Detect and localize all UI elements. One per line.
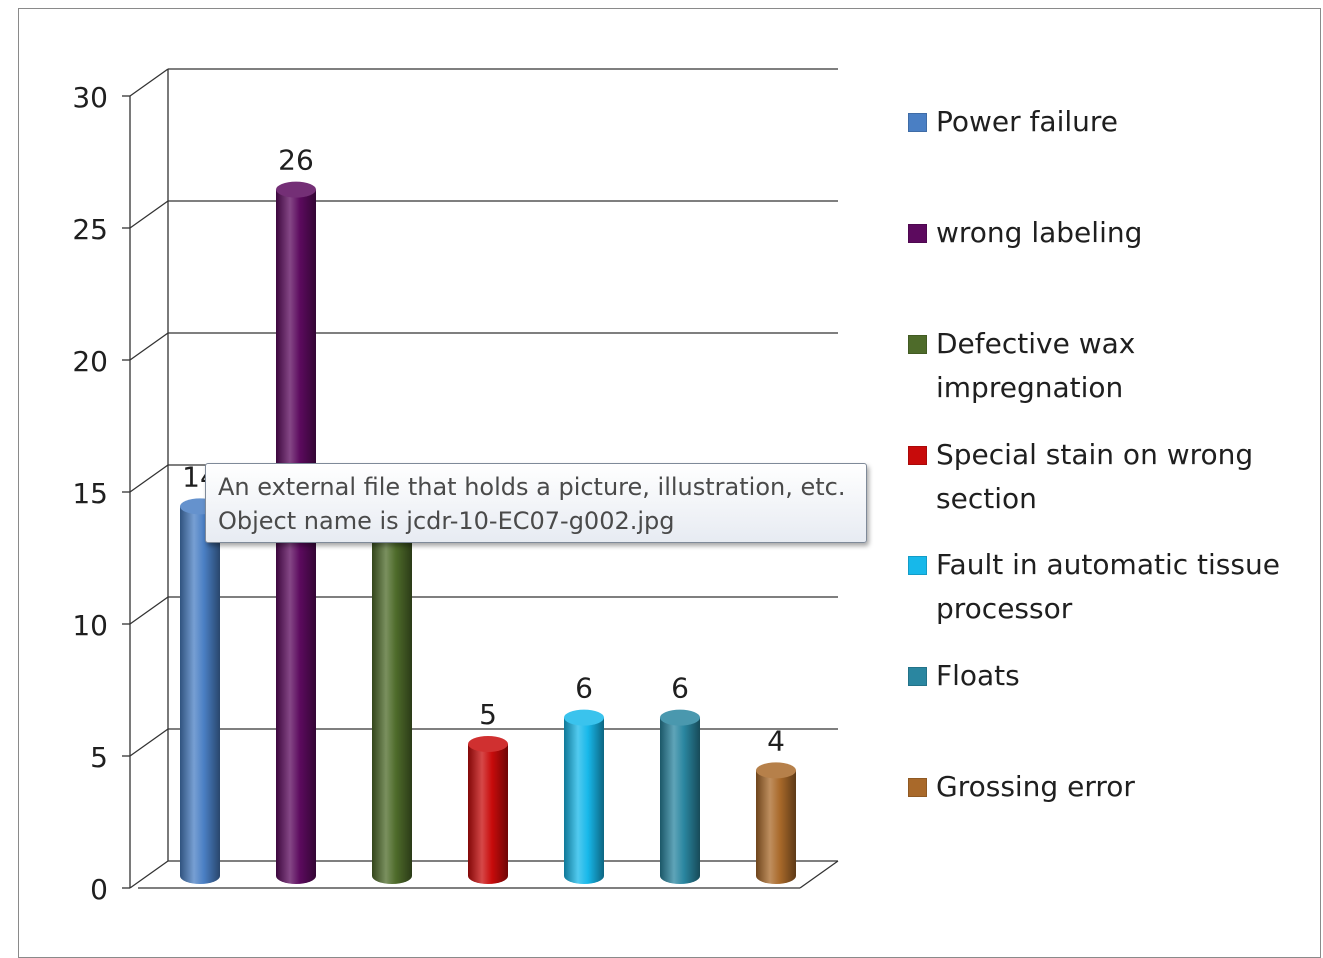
y-tick-label: 15	[72, 477, 108, 510]
legend-item-defective-wax-impregnation: Defective wax impregnation	[908, 322, 1166, 410]
legend-swatch	[908, 224, 927, 243]
grid-diagonal	[129, 596, 169, 625]
legend-swatch	[908, 113, 927, 132]
legend-label: wrong labeling	[936, 216, 1143, 249]
y-tick-label: 5	[90, 741, 108, 774]
legend-item-fault-in-processor: Fault in automatic tissue processor	[908, 543, 1311, 631]
bar-top-3	[468, 736, 508, 752]
legend-item-floats: Floats	[908, 654, 1306, 698]
bar-top-4	[564, 709, 604, 726]
bar-4	[564, 717, 604, 884]
floor-right-edge	[799, 860, 839, 889]
legend-item-wrong-labeling: wrong labeling	[908, 211, 1306, 255]
legend-label: Grossing error	[936, 770, 1135, 803]
bar-0	[180, 506, 220, 884]
bar-top-1	[276, 181, 316, 198]
legend-swatch	[908, 778, 927, 797]
legend-label: Fault in automatic tissue processor	[936, 548, 1280, 625]
legend-swatch	[908, 335, 927, 354]
data-label-5: 6	[671, 672, 689, 705]
grid-diagonal	[129, 728, 169, 757]
legend-item-power-failure: Power failure	[908, 100, 1306, 144]
data-label-3: 5	[479, 698, 497, 731]
legend-item-grossing-error: Grossing error	[908, 765, 1306, 809]
bar-top-5	[660, 709, 700, 726]
y-tick-label: 10	[72, 609, 108, 642]
bar-2	[372, 532, 412, 884]
y-tick-label: 30	[72, 81, 108, 114]
legend-swatch	[908, 667, 927, 686]
y-tick-label: 25	[72, 213, 108, 246]
y-tick-label: 0	[90, 873, 108, 906]
bar-top-6	[756, 762, 796, 779]
image-tooltip: An external file that holds a picture, i…	[205, 463, 867, 543]
bar-6	[756, 770, 796, 884]
bar-5	[660, 717, 700, 884]
data-label-1: 26	[278, 144, 314, 177]
tooltip-line-2: Object name is jcdr-10-EC07-g002.jpg	[218, 507, 675, 535]
legend-swatch	[908, 446, 927, 465]
grid-diagonal	[129, 68, 169, 97]
legend-item-special-stain: Special stain on wrong section	[908, 433, 1281, 521]
legend-label: Floats	[936, 659, 1020, 692]
data-label-6: 4	[767, 724, 785, 757]
bar-3	[468, 744, 508, 884]
grid-diagonal	[129, 200, 169, 229]
legend-label: Special stain on wrong section	[936, 438, 1254, 515]
data-label-4: 6	[575, 672, 593, 705]
legend-label: Power failure	[936, 105, 1118, 138]
tooltip-line-1: An external file that holds a picture, i…	[218, 473, 846, 501]
y-tick-label: 20	[72, 345, 108, 378]
legend-label: Defective wax impregnation	[936, 327, 1136, 404]
grid-diagonal	[129, 332, 169, 361]
legend-swatch	[908, 556, 927, 575]
grid-diagonal	[129, 464, 169, 493]
grid-diagonal	[129, 860, 169, 889]
